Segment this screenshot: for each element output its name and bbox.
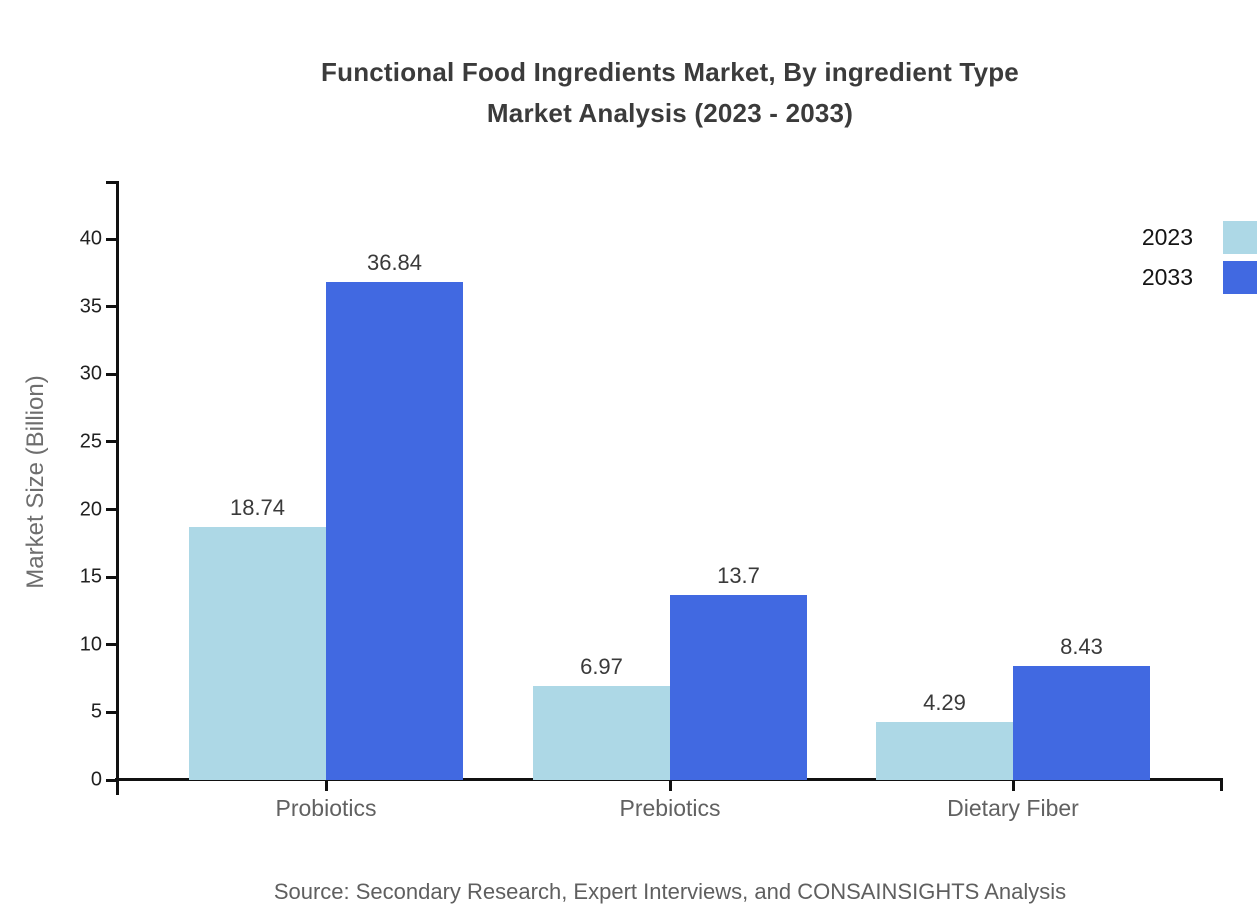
bar-2033-dietary-fiber: [1013, 665, 1150, 780]
y-tick-label: 25: [79, 430, 102, 453]
bar-value-label: 6.97: [580, 653, 623, 679]
legend-swatch: [1223, 261, 1257, 294]
y-tick-label: 10: [79, 633, 102, 656]
y-tick: [106, 372, 116, 376]
legend: 2023 2033: [1142, 221, 1257, 301]
y-tick-label: 35: [79, 295, 102, 318]
chart-title: Functional Food Ingredients Market, By i…: [80, 52, 1260, 134]
y-tick: [106, 710, 116, 714]
bar-value-label: 36.84: [366, 249, 423, 275]
legend-label: 2033: [1141, 264, 1193, 290]
bar-2033-probiotics: [326, 281, 463, 780]
x-tick: [1011, 781, 1015, 791]
x-tick: [668, 781, 672, 791]
y-tick-label: 20: [79, 498, 102, 520]
y-axis-end-cap: [106, 181, 116, 184]
legend-label: 2023: [1141, 224, 1193, 250]
y-tick: [106, 440, 116, 444]
legend-swatch: [1223, 221, 1257, 254]
y-tick-label: 30: [79, 362, 102, 385]
bar-2023-dietary-fiber: [876, 721, 1013, 780]
chart-title-line1: Functional Food Ingredients Market, By i…: [321, 57, 1019, 87]
bar-2033-prebiotics: [670, 594, 807, 780]
y-tick: [106, 575, 116, 579]
x-tick: [324, 781, 328, 791]
bar-value-label: 8.43: [1060, 633, 1103, 659]
legend-item-2023: 2023: [1142, 221, 1257, 254]
y-axis-line: [116, 181, 119, 795]
y-tick: [106, 508, 116, 511]
bar-2023-probiotics: [189, 526, 326, 780]
y-tick: [106, 305, 116, 309]
y-tick-label: 5: [90, 700, 102, 723]
category-label: Prebiotics: [619, 795, 721, 821]
bar-value-label: 4.29: [923, 689, 966, 715]
bar-value-label: 13.7: [717, 562, 760, 588]
category-label: Dietary Fiber: [947, 795, 1079, 821]
chart-title-line2: Market Analysis (2023 - 2033): [486, 98, 854, 128]
y-tick: [106, 237, 116, 241]
y-tick: [106, 643, 116, 647]
y-tick-label: 40: [79, 227, 102, 250]
y-tick-label: 0: [90, 768, 102, 791]
y-axis-title: Market Size (Billion): [22, 375, 49, 589]
x-axis-end-tick: [1220, 781, 1223, 791]
source-note: Source: Secondary Research, Expert Inter…: [273, 879, 1067, 904]
y-tick-label: 15: [79, 565, 102, 588]
category-label: Probiotics: [275, 795, 377, 821]
legend-item-2033: 2033: [1142, 261, 1257, 294]
bar-2023-prebiotics: [533, 685, 670, 780]
bar-value-label: 18.74: [229, 494, 286, 520]
y-tick: [106, 778, 116, 782]
